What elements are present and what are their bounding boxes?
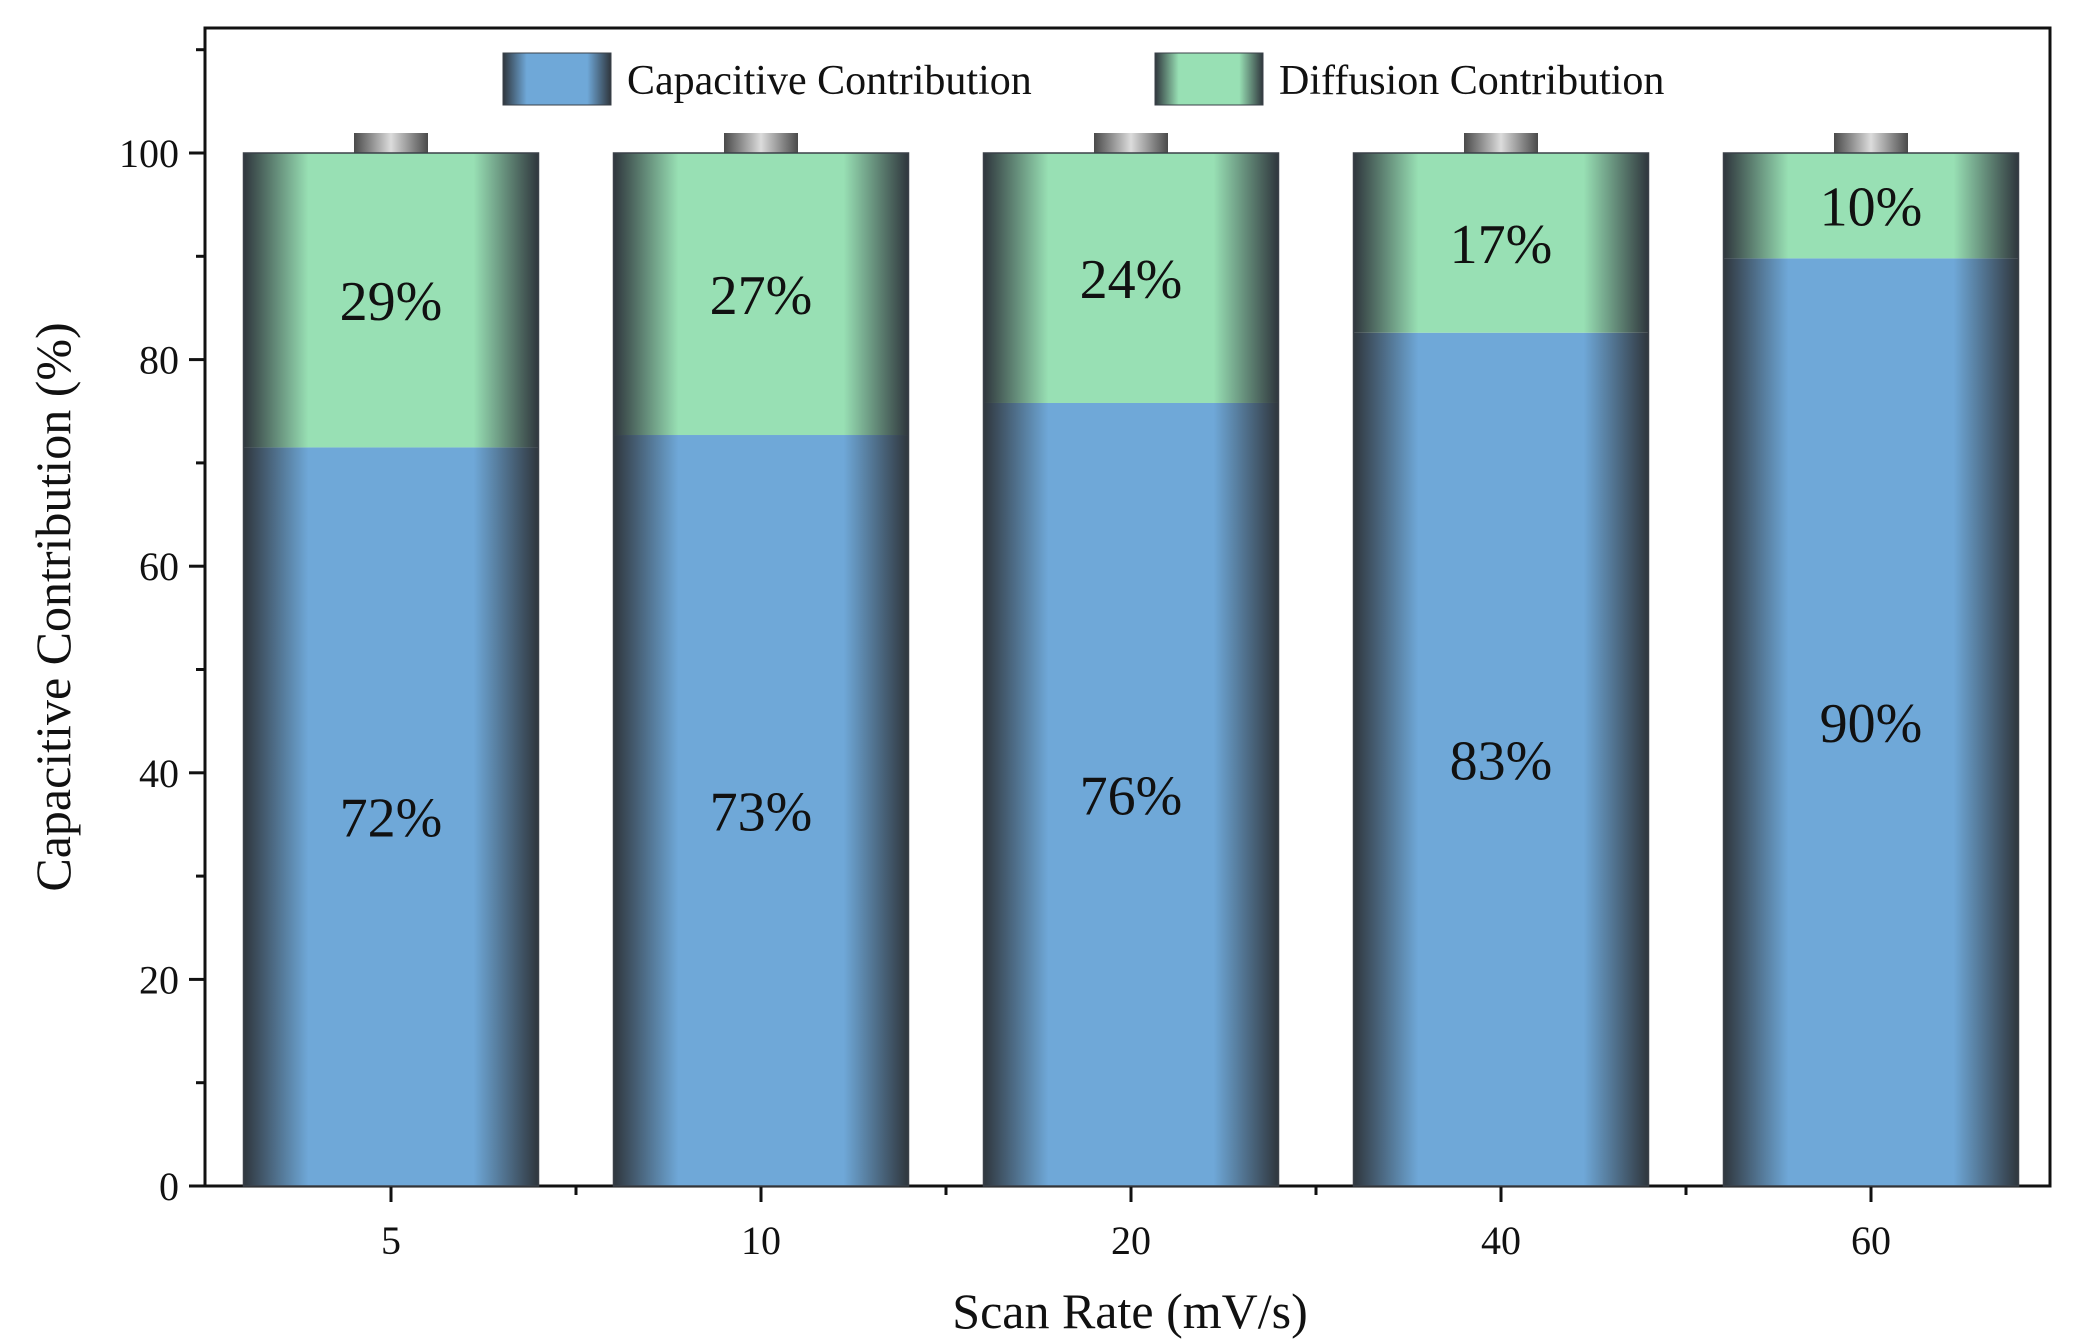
bar-outline bbox=[1352, 152, 1650, 1187]
x-tick-label: 20 bbox=[1111, 1218, 1151, 1263]
bar-diffusion bbox=[243, 153, 539, 448]
bar-diffusion bbox=[613, 153, 909, 436]
legend-label-capacitive: Capacitive Contribution bbox=[627, 58, 1032, 104]
bar-terminal bbox=[354, 133, 428, 153]
data-label-diffusion: 24% bbox=[1080, 249, 1183, 311]
bars bbox=[242, 133, 2020, 1187]
legend-swatch-capacitive bbox=[502, 52, 612, 106]
y-axis: 0 20 40 60 80 100 bbox=[119, 48, 205, 1209]
x-tick-label: 5 bbox=[381, 1218, 401, 1263]
legend: Capacitive Contribution Diffusion Contri… bbox=[502, 52, 1664, 106]
bar-capacitive bbox=[243, 447, 539, 1186]
x-axis: 5 10 20 40 60 bbox=[381, 1186, 1891, 1263]
bar-outline bbox=[242, 152, 540, 1187]
y-tick-label: 80 bbox=[139, 338, 179, 383]
legend-swatch-diffusion bbox=[1154, 52, 1264, 106]
bar-diffusion bbox=[1723, 153, 2019, 259]
legend-label-diffusion: Diffusion Contribution bbox=[1279, 58, 1664, 104]
bar-outline bbox=[612, 152, 910, 1187]
y-tick-label: 60 bbox=[139, 544, 179, 589]
bar-diffusion bbox=[1353, 153, 1649, 333]
y-tick-label: 40 bbox=[139, 751, 179, 796]
y-tick-label: 20 bbox=[139, 957, 179, 1002]
data-label-diffusion: 10% bbox=[1820, 177, 1923, 239]
x-tick-label: 40 bbox=[1481, 1218, 1521, 1263]
y-axis-title: Capacitive Contribution (%) bbox=[25, 322, 81, 891]
y-tick-label: 0 bbox=[159, 1164, 179, 1209]
bar-diffusion bbox=[983, 153, 1279, 403]
bar-capacitive bbox=[1353, 332, 1649, 1186]
data-label-diffusion: 29% bbox=[340, 271, 443, 333]
data-label-diffusion: 27% bbox=[710, 265, 813, 327]
bar-terminal bbox=[724, 133, 798, 153]
bar-terminal bbox=[1464, 133, 1538, 153]
bar-capacitive bbox=[1723, 258, 2019, 1187]
data-label-capacitive: 76% bbox=[1080, 765, 1183, 827]
data-labels: 72% 29% 73% 27% 76% 24% 83% 17% 90% 10% bbox=[340, 177, 1923, 850]
bar-outline bbox=[982, 152, 1280, 1187]
data-label-diffusion: 17% bbox=[1450, 214, 1553, 276]
data-label-capacitive: 73% bbox=[710, 782, 813, 844]
bar-outline bbox=[1722, 152, 2020, 1187]
data-label-capacitive: 90% bbox=[1820, 693, 1923, 755]
x-axis-title: Scan Rate (mV/s) bbox=[952, 1283, 1307, 1339]
bar-capacitive bbox=[613, 435, 909, 1186]
bar-terminal bbox=[1094, 133, 1168, 153]
y-tick-label: 100 bbox=[119, 131, 179, 176]
data-label-capacitive: 72% bbox=[340, 788, 443, 850]
x-tick-label: 10 bbox=[741, 1218, 781, 1263]
data-label-capacitive: 83% bbox=[1450, 730, 1553, 792]
bar-capacitive bbox=[983, 402, 1279, 1187]
bar-terminal bbox=[1834, 133, 1908, 153]
x-tick-label: 60 bbox=[1851, 1218, 1891, 1263]
